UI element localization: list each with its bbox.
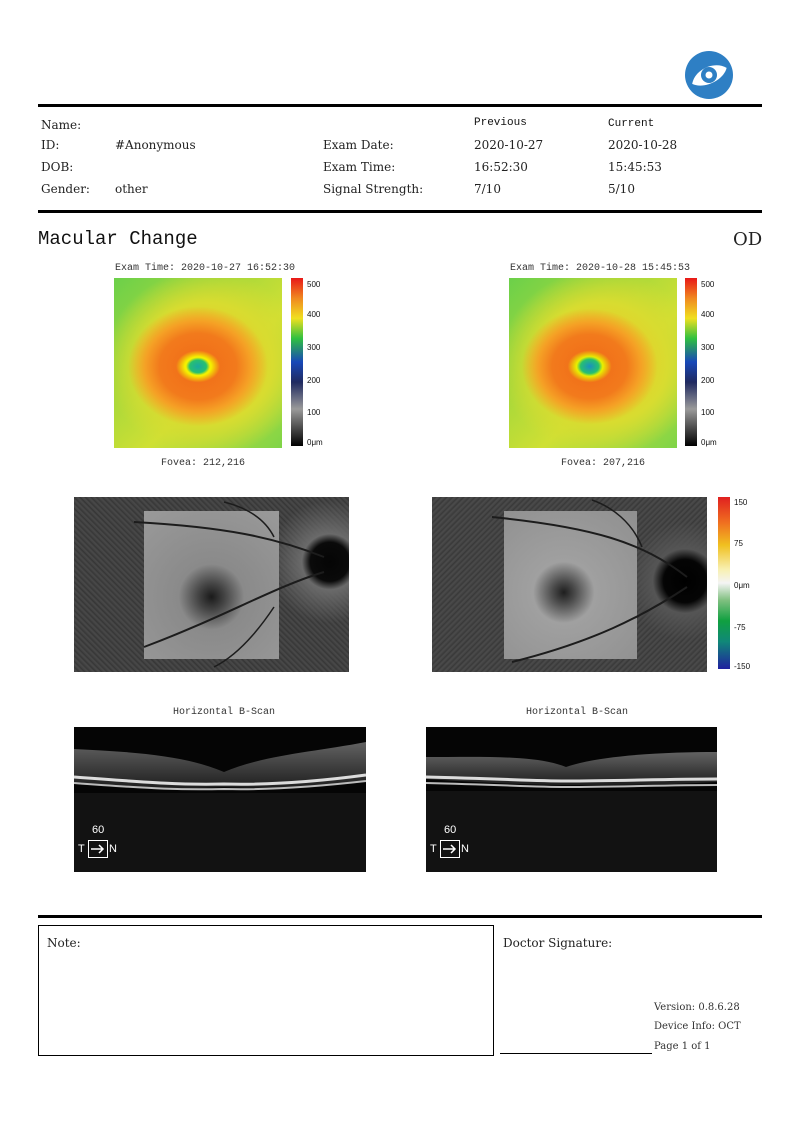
left-vessels (133, 501, 325, 668)
right-t-label: T (430, 843, 437, 855)
left-thickness-colorbar (291, 278, 303, 446)
footer-top-rule (38, 915, 762, 918)
name-label: Name: (41, 118, 82, 132)
left-bscan-label: Horizontal B-Scan (173, 707, 276, 718)
exam-time-label: Exam Time: (323, 160, 396, 174)
right-scale-500: 500 (701, 280, 715, 289)
eye-label: OD (733, 229, 763, 250)
right-n-label: N (461, 843, 469, 855)
left-scale-0: 0μm (307, 438, 323, 447)
note-label: Note: (47, 936, 81, 950)
eye-logo-icon (685, 51, 733, 99)
right-scale-0: 0μm (701, 438, 717, 447)
exam-date-label: Exam Date: (323, 138, 394, 152)
right-map-exam-time: Exam Time: 2020-10-28 15:45:53 (510, 263, 691, 274)
version-text: Version: 0.8.6.28 (654, 1002, 740, 1013)
logo (684, 50, 734, 100)
right-scale-value: 60 (444, 824, 457, 836)
left-fovea: Fovea: 212,216 (161, 458, 246, 469)
current-time: 15:45:53 (608, 160, 662, 174)
right-fundus-image (432, 497, 707, 672)
current-signal: 5/10 (608, 182, 635, 196)
header-top-rule (38, 104, 762, 107)
signal-strength-label: Signal Strength: (323, 182, 424, 196)
arrow-right-icon (91, 844, 105, 854)
right-scale-200: 200 (701, 376, 715, 385)
right-vessels (491, 499, 688, 663)
id-value: #Anonymous (115, 138, 196, 152)
right-fovea: Fovea: 207,216 (561, 458, 646, 469)
arrow-right-icon (443, 844, 457, 854)
left-thickness-map (114, 278, 282, 448)
current-title: Current (608, 118, 655, 130)
left-scale-500: 500 (307, 280, 321, 289)
right-fundus-overlay (504, 511, 637, 659)
right-bscan-image: 60 T N (426, 727, 717, 872)
left-scale-400: 400 (307, 310, 321, 319)
device-info-text: Device Info: OCT (654, 1021, 741, 1032)
change-scale-neg150: -150 (734, 662, 751, 671)
left-fundus-image (74, 497, 349, 672)
id-label: ID: (41, 138, 60, 152)
change-colorbar (718, 497, 730, 669)
change-scale-0: 0μm (734, 581, 750, 590)
previous-time: 16:52:30 (474, 160, 528, 174)
current-date: 2020-10-28 (608, 138, 678, 152)
right-scale-300: 300 (701, 343, 715, 352)
right-thickness-colorbar (685, 278, 697, 446)
previous-title: Previous (474, 117, 527, 129)
doctor-signature-label: Doctor Signature: (503, 936, 613, 950)
change-scale-150: 150 (734, 498, 748, 507)
previous-signal: 7/10 (474, 182, 501, 196)
left-scale-100: 100 (307, 408, 321, 417)
left-t-label: T (78, 843, 85, 855)
left-scale-300: 300 (307, 343, 321, 352)
page-number-text: Page 1 of 1 (654, 1041, 711, 1052)
right-thickness-map (509, 278, 677, 448)
left-map-exam-time: Exam Time: 2020-10-27 16:52:30 (115, 263, 296, 274)
left-bscan-image: 60 T N (74, 727, 366, 872)
right-bscan-label: Horizontal B-Scan (526, 707, 629, 718)
left-scale-arrow-icon (88, 840, 108, 858)
signature-line (500, 1053, 652, 1054)
left-n-label: N (109, 843, 117, 855)
note-box[interactable] (38, 925, 494, 1056)
right-bscan-layers (426, 752, 717, 872)
dob-label: DOB: (41, 160, 74, 174)
left-bscan-layers (74, 742, 366, 872)
left-scale-200: 200 (307, 376, 321, 385)
previous-date: 2020-10-27 (474, 138, 544, 152)
right-scale-arrow-icon (440, 840, 460, 858)
gender-value: other (115, 182, 148, 196)
change-scale-neg75: -75 (734, 623, 746, 632)
section-title: Macular Change (38, 228, 198, 250)
right-scale-100: 100 (701, 408, 715, 417)
gender-label: Gender: (41, 182, 90, 196)
right-scale-400: 400 (701, 310, 715, 319)
left-scale-value: 60 (92, 824, 105, 836)
change-scale-75: 75 (734, 539, 743, 548)
header-bottom-rule (38, 210, 762, 213)
